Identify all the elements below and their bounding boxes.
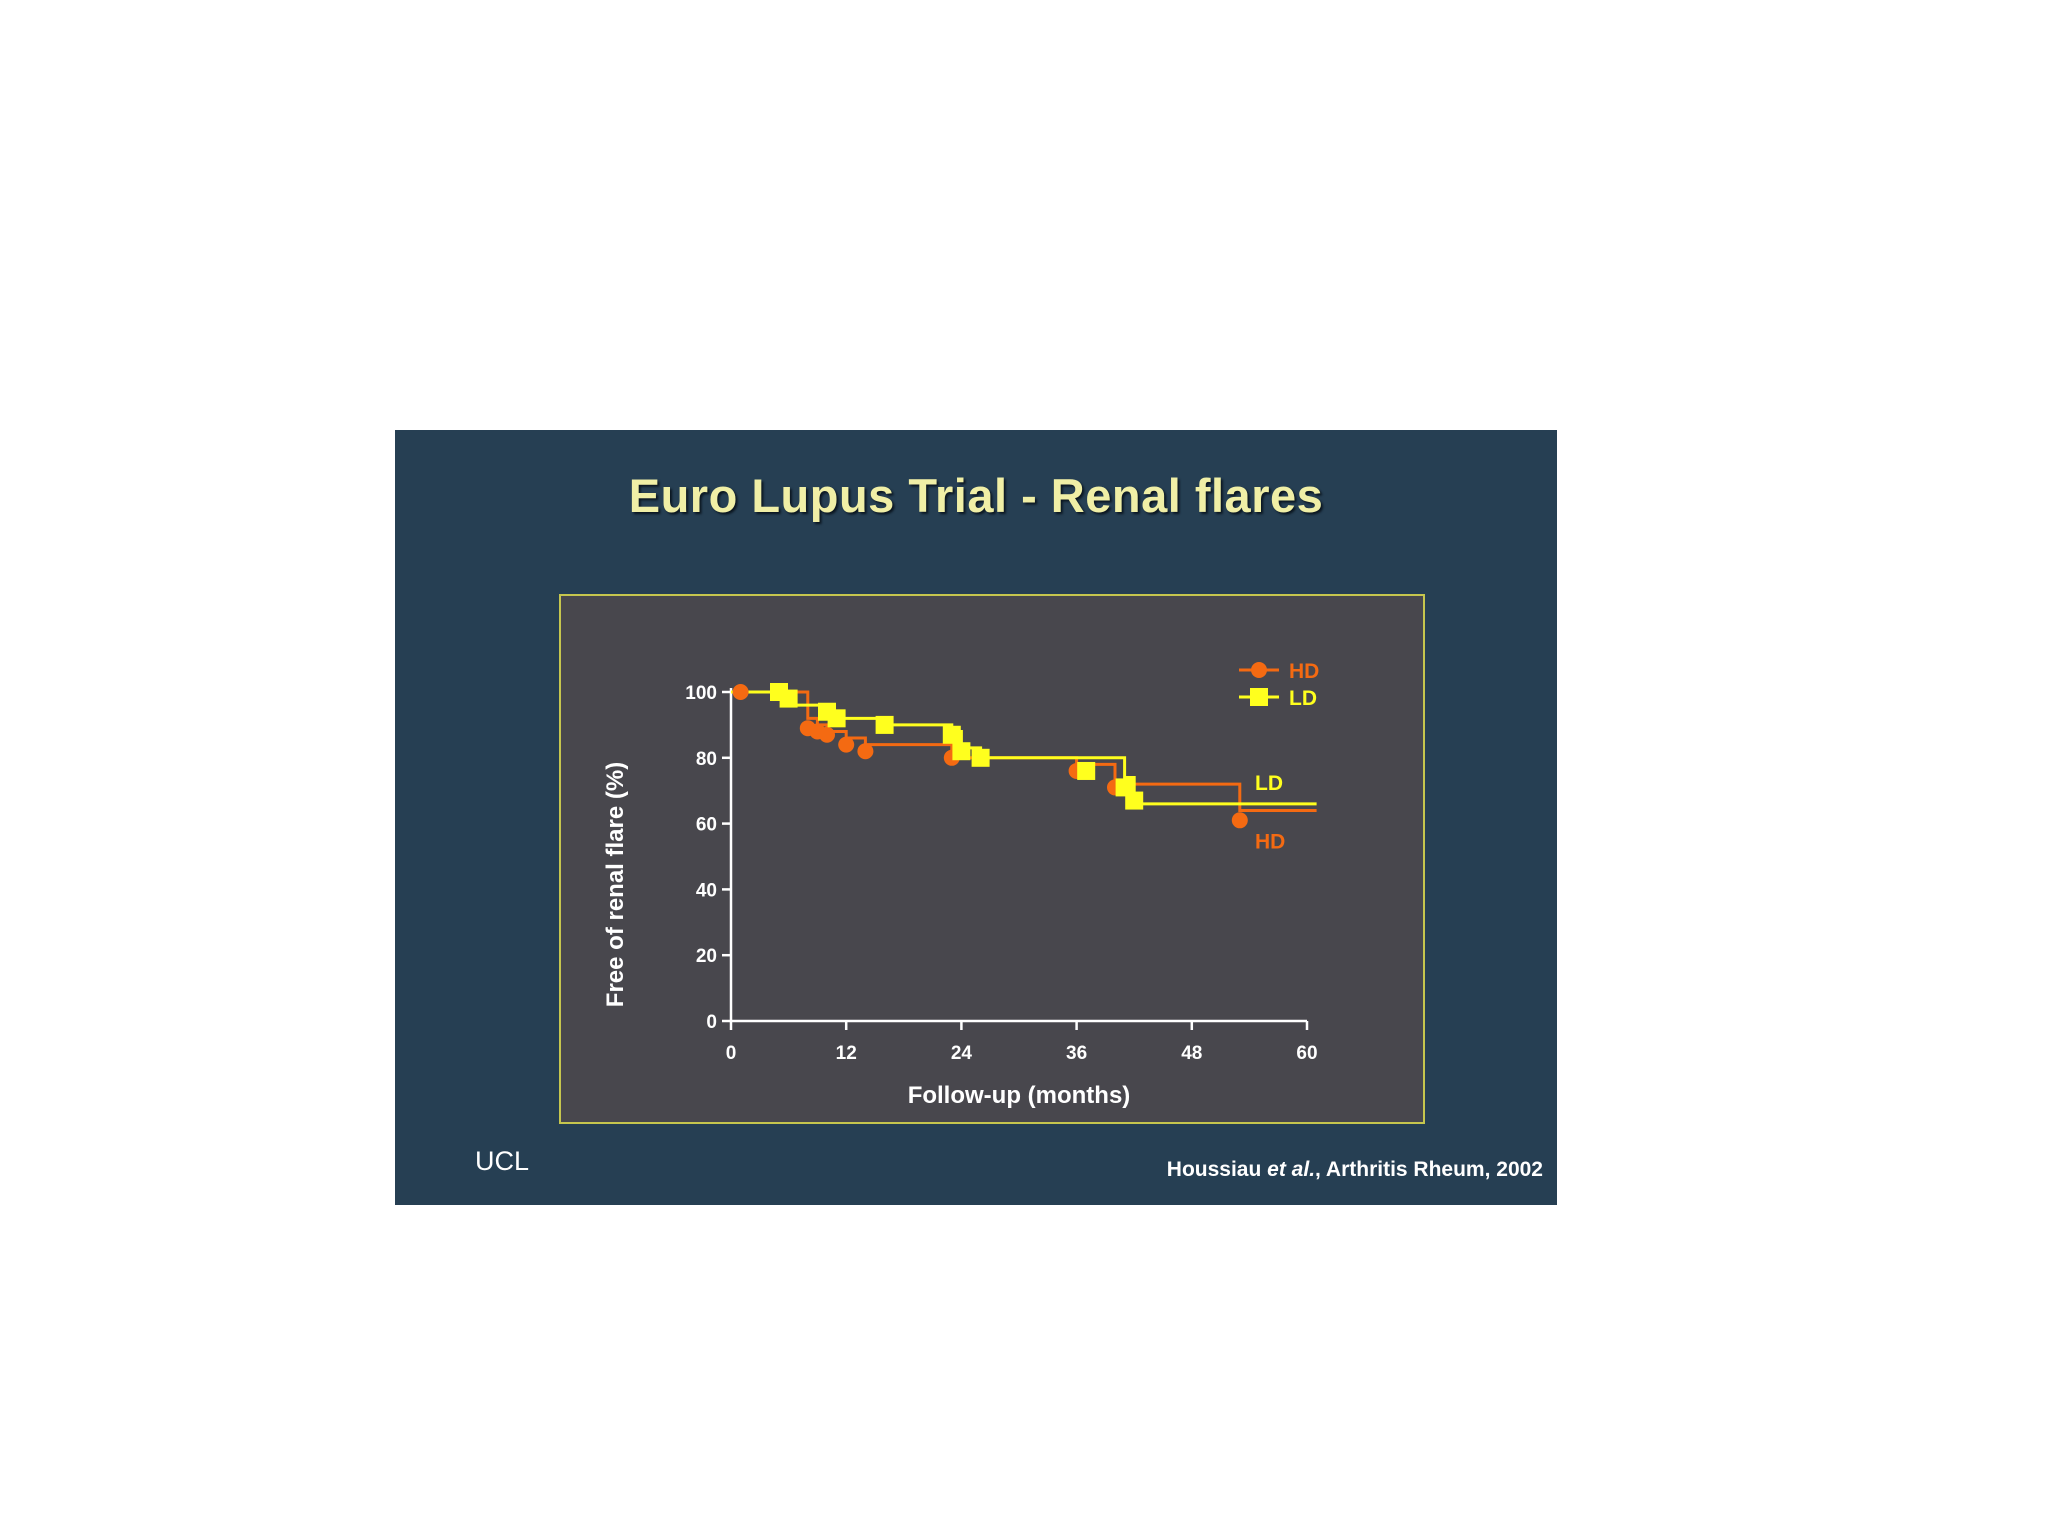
marker-hd bbox=[819, 726, 835, 743]
y-tick-label: 0 bbox=[706, 1012, 717, 1033]
marker-hd bbox=[1231, 812, 1248, 829]
legend-label-ld: LD bbox=[1289, 687, 1317, 710]
legend-marker-ld bbox=[1250, 688, 1268, 706]
marker-ld bbox=[827, 709, 846, 728]
marker-ld bbox=[942, 725, 961, 744]
y-axis-title: Free of renal flare (%) bbox=[602, 762, 629, 1007]
legend-marker-hd bbox=[1251, 662, 1267, 678]
y-tick-label: 80 bbox=[696, 749, 717, 770]
legend-label-hd: HD bbox=[1289, 660, 1319, 683]
citation-authors: Houssiau bbox=[1166, 1158, 1262, 1181]
x-tick-label: 36 bbox=[1066, 1043, 1087, 1064]
y-tick-label: 100 bbox=[685, 683, 717, 704]
survival-chart: 0 20 40 60 80 100 0 12 24 36 48 60 Follow-up (months… bbox=[602, 660, 1319, 1109]
end-label-ld: LD bbox=[1255, 772, 1283, 795]
marker-ld bbox=[779, 689, 798, 708]
marker-ld bbox=[971, 748, 990, 767]
y-tick-label: 40 bbox=[696, 880, 717, 901]
x-tick-label: 60 bbox=[1296, 1043, 1317, 1064]
x-tick-label: 48 bbox=[1181, 1043, 1202, 1064]
marker-ld bbox=[875, 715, 894, 734]
citation-etal: et al. bbox=[1267, 1158, 1316, 1181]
chart-panel: 0 20 40 60 80 100 0 12 24 36 48 60 Follow-up (months… bbox=[559, 594, 1425, 1124]
legend: HD LD bbox=[1239, 660, 1319, 710]
x-tick-label: 24 bbox=[951, 1043, 973, 1064]
series-markers bbox=[732, 683, 1248, 829]
brand-logo-text: UCL bbox=[475, 1146, 530, 1176]
x-tick-label: 0 bbox=[726, 1043, 737, 1064]
x-axis-title: Follow-up (months) bbox=[908, 1082, 1131, 1109]
slide: Euro Lupus Trial - Renal flares 0 20 40 60 8… bbox=[395, 430, 1557, 1205]
end-label-hd: HD bbox=[1255, 830, 1285, 853]
axes: 0 20 40 60 80 100 0 12 24 36 48 60 Follow-up (months… bbox=[602, 683, 1318, 1109]
slide-title: Euro Lupus Trial - Renal flares bbox=[628, 469, 1324, 522]
y-tick-label: 60 bbox=[696, 815, 717, 836]
marker-ld bbox=[1077, 761, 1096, 780]
y-tick-label: 20 bbox=[696, 946, 717, 967]
marker-ld bbox=[1125, 791, 1144, 810]
marker-hd bbox=[838, 736, 855, 753]
marker-ld bbox=[952, 742, 971, 761]
citation-rest: , Arthritis Rheum, 2002 bbox=[1315, 1158, 1543, 1181]
citation: Houssiau et al., Arthritis Rheum, 2002 bbox=[1167, 1158, 1543, 1182]
end-labels: LD HD bbox=[1255, 772, 1285, 854]
marker-hd bbox=[857, 743, 874, 760]
marker-hd bbox=[732, 684, 749, 700]
x-tick-label: 12 bbox=[836, 1043, 857, 1064]
